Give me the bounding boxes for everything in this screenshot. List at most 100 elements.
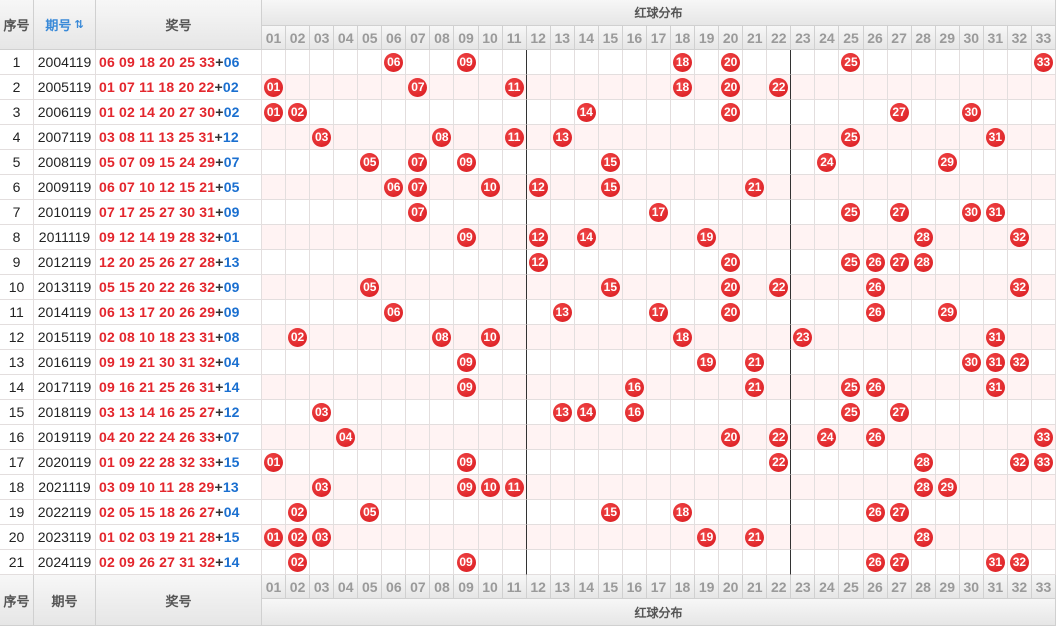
distribution-cell [1031, 125, 1056, 150]
row-award-numbers: 03 13 14 16 25 27 + 12 [96, 400, 262, 425]
distribution-cell [887, 150, 912, 175]
row-index: 13 [0, 350, 34, 375]
row-award-numbers: 09 16 21 25 26 31 + 14 [96, 375, 262, 400]
red-number-footer: 15 [598, 575, 623, 599]
row-index: 2 [0, 75, 34, 100]
distribution-cell [574, 475, 599, 500]
distribution-cell [334, 525, 359, 550]
distribution-cell [574, 375, 599, 400]
distribution-cell [262, 250, 287, 275]
red-ball: 07 [408, 177, 428, 197]
distribution-cell [1007, 200, 1032, 225]
distribution-cell [935, 425, 960, 450]
distribution-cell: 13 [550, 125, 575, 150]
red-ball: 28 [913, 477, 933, 497]
red-ball: 07 [408, 202, 428, 222]
distribution-cell [574, 550, 599, 575]
red-ball: 20 [721, 102, 741, 122]
distribution-cell [382, 200, 407, 225]
red-ball: 10 [480, 327, 500, 347]
award-blue-number: 05 [223, 179, 240, 195]
distribution-cell [1031, 225, 1056, 250]
distribution-cell [695, 300, 720, 325]
red-number-header: 17 [646, 26, 672, 50]
distribution-cell [310, 300, 335, 325]
red-ball: 27 [889, 202, 909, 222]
distribution-cell [695, 425, 720, 450]
award-blue-number: 02 [223, 104, 240, 120]
distribution-cell: 30 [959, 350, 984, 375]
distribution-cell [598, 50, 623, 75]
distribution-cell [839, 175, 864, 200]
red-ball: 26 [865, 377, 885, 397]
distribution-cell: 07 [406, 150, 431, 175]
distribution-cell [358, 175, 383, 200]
distribution-cell [1007, 125, 1032, 150]
distribution-cell: 20 [719, 100, 744, 125]
distribution-cell: 12 [526, 225, 551, 250]
red-ball: 30 [961, 202, 981, 222]
sort-icon[interactable]: ⇅ [74, 19, 84, 31]
distribution-cell: 13 [550, 400, 575, 425]
red-ball: 09 [456, 452, 476, 472]
distribution-cell [863, 75, 888, 100]
distribution-cell [743, 275, 768, 300]
distribution-cell: 01 [262, 525, 287, 550]
red-ball: 02 [288, 527, 308, 547]
distribution-cell [911, 200, 936, 225]
distribution-cell: 09 [454, 375, 479, 400]
distribution-cell [935, 200, 960, 225]
distribution-cell [839, 100, 864, 125]
row-issue: 2018119 [34, 400, 96, 425]
distribution-cell [286, 475, 311, 500]
distribution-cell [358, 100, 383, 125]
distribution-cell [983, 450, 1008, 475]
distribution-cell [959, 400, 984, 425]
distribution-cell [791, 550, 816, 575]
distribution-cell [478, 75, 503, 100]
red-ball: 20 [721, 427, 741, 447]
distribution-cell [887, 425, 912, 450]
distribution-cell [526, 500, 551, 525]
red-ball: 20 [721, 302, 741, 322]
distribution-cell [262, 325, 287, 350]
distribution-cell [719, 200, 744, 225]
distribution-cell [502, 350, 527, 375]
distribution-cell: 22 [767, 425, 792, 450]
distribution-cell: 18 [671, 325, 696, 350]
distribution-cell [598, 75, 623, 100]
distribution-cell [406, 225, 431, 250]
red-ball: 02 [288, 327, 308, 347]
distribution-cell [791, 375, 816, 400]
red-number-header: 23 [791, 26, 816, 50]
distribution-cell [454, 275, 479, 300]
distribution-cell [574, 250, 599, 275]
distribution-cell [839, 350, 864, 375]
distribution-cell [454, 525, 479, 550]
distribution-cell [815, 475, 840, 500]
distribution-cell [550, 75, 575, 100]
red-ball: 06 [384, 52, 404, 72]
distribution-cell [695, 275, 720, 300]
red-ball: 21 [745, 527, 765, 547]
issue-header[interactable]: 期号 ⇅ [34, 0, 96, 50]
distribution-cell [1007, 525, 1032, 550]
red-ball: 09 [456, 377, 476, 397]
distribution-cell [502, 525, 527, 550]
red-ball: 02 [288, 102, 308, 122]
distribution-cell [959, 550, 984, 575]
distribution-cell [382, 525, 407, 550]
award-red-numbers: 04 20 22 24 26 33 [99, 429, 216, 445]
red-ball: 12 [528, 227, 548, 247]
distribution-cell: 32 [1007, 275, 1032, 300]
distribution-cell: 21 [743, 175, 768, 200]
award-blue-number: 13 [222, 479, 239, 495]
distribution-cell [262, 225, 287, 250]
award-red-numbers: 02 05 15 18 26 27 [99, 504, 216, 520]
distribution-cell [358, 50, 383, 75]
plus-sign: + [215, 279, 224, 295]
distribution-cell [863, 525, 888, 550]
distribution-cell: 25 [839, 50, 864, 75]
distribution-cell [1007, 325, 1032, 350]
distribution-cell [767, 550, 792, 575]
